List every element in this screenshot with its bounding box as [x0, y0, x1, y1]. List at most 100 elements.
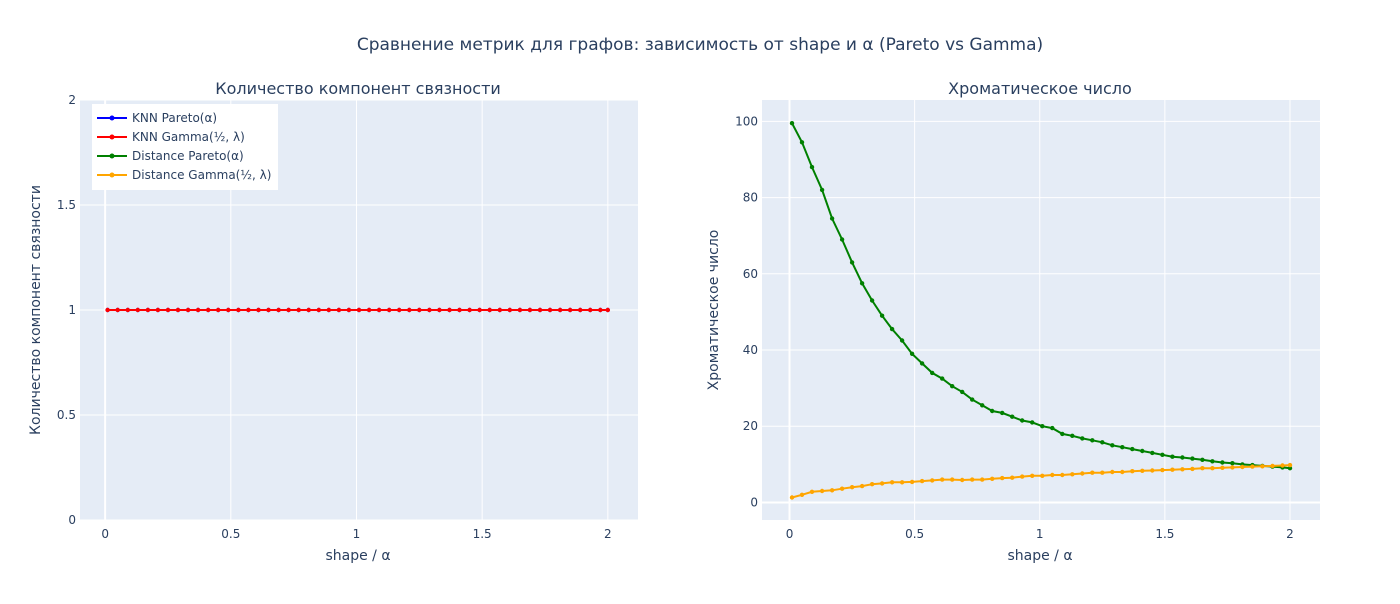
data-point-distance-gamma — [1120, 469, 1125, 475]
data-point-distance-pareto — [869, 298, 875, 303]
data-point-knn-gamma — [578, 307, 583, 313]
data-point-knn-gamma — [447, 307, 452, 313]
data-point-knn-gamma — [527, 307, 533, 313]
x-tick-label: 0 — [786, 527, 794, 541]
subplot-title-chromatic: Хроматическое число — [948, 79, 1132, 98]
legend-swatch-marker — [109, 115, 115, 121]
data-point-distance-gamma — [849, 485, 855, 490]
data-point-knn-gamma — [105, 307, 110, 313]
data-point-knn-gamma — [356, 307, 362, 313]
data-point-knn-gamma — [366, 307, 372, 313]
x-axis-title-chromatic: shape / α — [1007, 548, 1072, 564]
data-point-distance-pareto — [1170, 454, 1175, 459]
data-point-distance-gamma — [1080, 471, 1085, 476]
data-point-distance-gamma — [859, 483, 865, 489]
legend-label: Distance Gamma(½, λ) — [132, 168, 271, 182]
data-point-distance-pareto — [789, 121, 795, 126]
data-point-knn-gamma — [417, 307, 422, 313]
legend-item-distance-gamma[interactable]: Distance Gamma(½, λ) — [97, 168, 271, 182]
data-point-distance-pareto — [859, 281, 865, 286]
x-tick-label: 0 — [101, 527, 109, 541]
data-point-distance-gamma — [1180, 467, 1185, 472]
data-point-knn-gamma — [216, 307, 221, 313]
data-point-knn-gamma — [145, 307, 151, 313]
data-point-distance-gamma — [1150, 468, 1155, 473]
data-point-distance-gamma — [1020, 474, 1025, 479]
data-point-distance-pareto — [990, 408, 995, 414]
data-point-distance-pareto — [960, 389, 965, 395]
series-chromatic — [789, 121, 1293, 500]
data-point-distance-gamma — [899, 480, 905, 485]
data-point-knn-gamma — [206, 307, 211, 313]
data-point-knn-gamma — [226, 307, 231, 313]
data-point-distance-gamma — [1270, 463, 1275, 469]
data-point-distance-gamma — [909, 479, 915, 485]
y-axis-title-chromatic: Хроматическое число — [706, 230, 722, 391]
legend-item-distance-pareto[interactable]: Distance Pareto(α) — [97, 149, 244, 163]
data-point-distance-pareto — [1130, 446, 1135, 452]
data-point-knn-gamma — [256, 307, 261, 313]
data-point-distance-pareto — [849, 260, 855, 265]
subplot-components: 0 0.5 1 1.5 2 0 0.5 1 1.5 2 Количество компонент … — [28, 79, 638, 564]
data-point-knn-gamma — [306, 307, 311, 313]
y-tick-label: 0.5 — [57, 408, 76, 422]
data-point-distance-pareto — [1040, 424, 1045, 429]
legend-label: KNN Pareto(α) — [132, 111, 217, 125]
data-point-knn-gamma — [326, 307, 331, 313]
data-point-distance-gamma — [1190, 466, 1195, 472]
data-point-distance-gamma — [839, 486, 845, 491]
data-point-distance-pareto — [1287, 466, 1293, 471]
data-point-distance-gamma — [960, 477, 965, 483]
data-point-distance-gamma — [950, 477, 955, 482]
data-point-distance-pareto — [1080, 436, 1085, 441]
x-tick-label: 2 — [604, 527, 612, 541]
data-point-knn-gamma — [135, 307, 140, 313]
data-point-distance-gamma — [940, 477, 945, 482]
legend-item-knn-gamma[interactable]: KNN Gamma(½, λ) — [97, 130, 245, 144]
data-point-distance-pareto — [1030, 420, 1035, 425]
y-tick-label: 1.5 — [57, 198, 76, 212]
legend-swatch-marker — [109, 134, 115, 140]
legend: KNN Pareto(α) KNN Gamma(½, λ) Distance P… — [92, 104, 278, 190]
data-point-distance-pareto — [1050, 425, 1055, 431]
data-point-distance-pareto — [809, 164, 815, 170]
data-point-distance-pareto — [1160, 452, 1165, 457]
x-axis-title-components: shape / α — [325, 548, 390, 564]
x-tick-label: 0.5 — [905, 527, 924, 541]
data-point-knn-gamma — [286, 307, 291, 313]
data-point-knn-gamma — [155, 307, 161, 313]
y-tick-label: 2 — [68, 93, 76, 107]
data-point-distance-gamma — [799, 492, 805, 497]
data-point-knn-gamma — [266, 307, 271, 313]
y-tick-label: 80 — [743, 191, 758, 205]
data-point-distance-pareto — [930, 370, 935, 376]
y-tick-label: 0 — [68, 513, 76, 527]
data-point-distance-pareto — [889, 326, 895, 332]
legend-item-knn-pareto[interactable]: KNN Pareto(α) — [97, 111, 217, 125]
data-point-distance-pareto — [1010, 414, 1015, 419]
data-point-distance-pareto — [839, 237, 845, 242]
subplot-title-components: Количество компонент связности — [215, 79, 501, 98]
data-point-knn-gamma — [605, 307, 610, 313]
data-point-knn-gamma — [567, 307, 573, 313]
data-point-distance-pareto — [1090, 438, 1095, 443]
data-point-distance-gamma — [789, 495, 795, 500]
data-point-distance-pareto — [1230, 461, 1235, 466]
x-tick-label: 1 — [353, 527, 361, 541]
data-point-distance-pareto — [1200, 457, 1205, 462]
legend-label: KNN Gamma(½, λ) — [132, 130, 245, 144]
y-tick-label: 60 — [743, 267, 758, 281]
data-point-distance-gamma — [1060, 472, 1065, 478]
data-point-knn-gamma — [598, 307, 603, 313]
data-point-knn-gamma — [195, 307, 201, 313]
data-point-distance-pareto — [879, 313, 885, 318]
data-point-distance-gamma — [990, 476, 995, 481]
data-point-knn-gamma — [236, 307, 241, 313]
data-point-knn-gamma — [397, 307, 402, 313]
data-point-distance-gamma — [1230, 465, 1235, 470]
data-point-distance-gamma — [1280, 463, 1285, 468]
data-point-distance-gamma — [809, 489, 815, 494]
